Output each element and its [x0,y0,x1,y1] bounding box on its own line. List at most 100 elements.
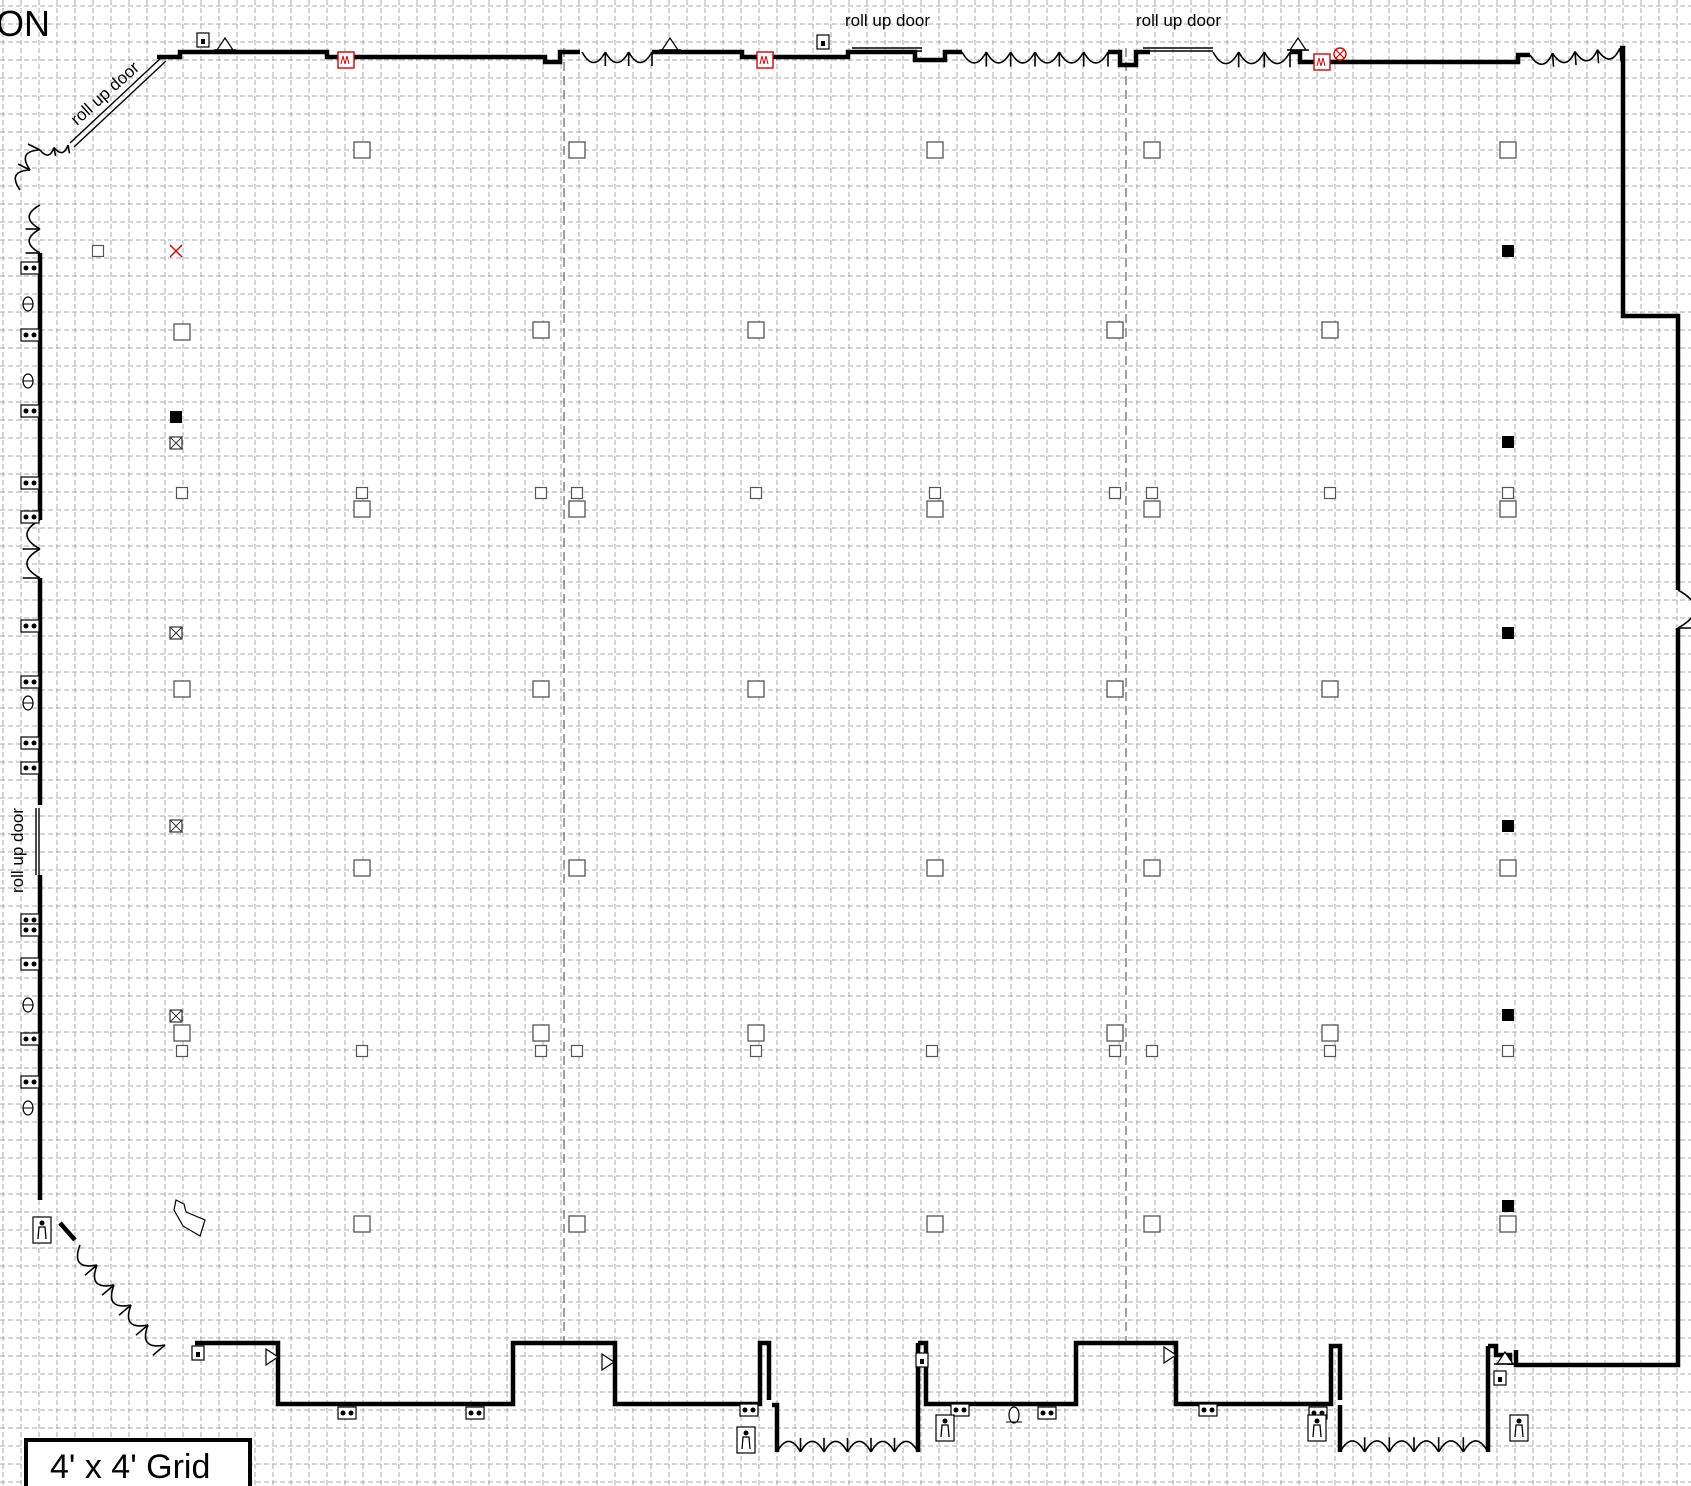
column-icon [1143,500,1161,518]
outlet-pin [742,1407,748,1413]
outlet-pin [23,740,29,746]
exterior-walls [37,45,1681,1452]
restroom-frame [736,1426,756,1454]
wall-device-icon [816,34,830,50]
junction-box-icon [1502,820,1514,832]
outlet-pin [953,1407,959,1413]
outlet-icon [20,675,40,689]
restroom-head [1314,1418,1320,1424]
outlet-icon [950,1403,970,1417]
storefront-arc-run [1212,51,1291,65]
column-small-icon [175,1044,189,1058]
column-icon [926,1215,944,1233]
mullion [152,1344,166,1356]
column-small-icon [1501,1044,1515,1058]
outlet-icon [1198,1403,1218,1417]
emergency-light-icon [214,36,236,51]
column-icon [1106,680,1124,698]
column-small-icon [175,486,189,500]
exit-door-icon [1163,1345,1178,1365]
column-small-icon [570,486,584,500]
outlet-icon [20,476,40,490]
restroom-frame [32,1216,52,1244]
x-box-icon [169,1009,183,1023]
wall-device-dot [920,1359,924,1364]
outlet-frame [950,1403,970,1417]
title-fragment: ON [0,3,50,44]
emergency-light-icon [659,36,681,51]
column-icon [568,859,586,877]
outlet-pin [31,1036,37,1042]
storefront-arc-run [581,51,653,64]
storefront-arc-run [39,144,69,156]
restroom-body [37,1226,47,1240]
alarm-icon [1333,47,1347,61]
column-icon [532,680,550,698]
column-icon [568,500,586,518]
outlet-pin [23,514,29,520]
outlet-icon [1037,1406,1057,1420]
roll-up-door-label-top-left: roll up door [845,11,930,30]
outlet-pin [961,1407,967,1413]
column-small-icon [1108,1044,1122,1058]
mullion [101,1284,115,1296]
outlet-pin [31,408,37,414]
column-small-icon [1145,1044,1159,1058]
x-box-stroke [169,1009,183,1023]
heater-icon [337,51,355,69]
restroom-body [1514,1424,1524,1438]
restroom-head [942,1418,948,1424]
column-small-icon [925,1044,939,1058]
grid-legend-label: 4' x 4' Grid [50,1448,210,1486]
column-small-icon [749,1044,763,1058]
exit-door-triangle [265,1347,280,1367]
column-icon [1321,321,1339,339]
outlet-icon [739,1403,759,1417]
storefront-arc-run [1339,1440,1489,1453]
wall-device-icon [191,1345,205,1361]
wall-device-dot [1498,1377,1502,1382]
column-small-icon [1108,486,1122,500]
outlet-pin [23,480,29,486]
restroom-body [741,1436,751,1450]
column-icon [1321,680,1339,698]
x-box-icon [169,436,183,450]
junction-box-icon [1502,245,1514,257]
wall-device-dot [196,1352,200,1357]
x-box-stroke [169,436,183,450]
structural-columns [91,141,1517,1233]
restroom-body [940,1424,950,1438]
storefront-arc-run [961,51,1109,64]
junction-box-icon [1502,1009,1514,1021]
column-icon [747,321,765,339]
column-icon [1143,1215,1161,1233]
restroom-icon [935,1414,955,1442]
restroom-frame [1307,1414,1327,1442]
outlet-frame [20,1075,40,1089]
exit-door-icon [601,1352,616,1372]
outlet-pin [348,1410,354,1416]
x-box-stroke [169,626,183,640]
column-icon [1106,321,1124,339]
outlet-pin [31,332,37,338]
grid-legend: 4' x 4' Grid [24,1438,252,1486]
outlet-icon [20,913,40,927]
outlet-frame [20,261,40,275]
column-icon [1143,141,1161,159]
outlet-pin [31,917,37,923]
outlet-pin [23,332,29,338]
receptacle-icon [22,373,34,389]
column-small-icon [928,486,942,500]
storefront-arc-run [76,1244,166,1347]
column-icon [1106,1024,1124,1042]
outlet-icon [20,510,40,524]
column-icon [173,1024,191,1042]
column-icon [532,1024,550,1042]
outlet-icon [20,619,40,633]
junction-box-icon [1502,436,1514,448]
outlet-frame [739,1403,759,1417]
outlet-pin [23,927,29,933]
column-small-icon [91,244,105,258]
outlet-pin [1209,1407,1215,1413]
outlet-pin [31,679,37,685]
